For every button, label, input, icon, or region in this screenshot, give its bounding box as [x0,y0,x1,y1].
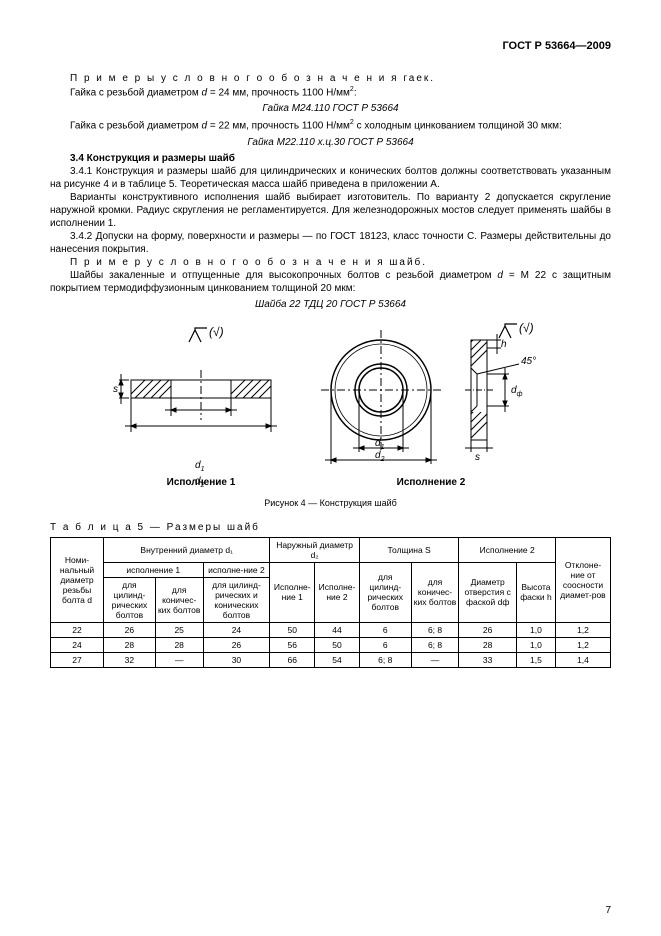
svg-text:dф: dф [511,385,523,398]
example-heading-nuts: П р и м е р ы у с л о в н о г о о б о з … [50,72,611,85]
figure-isp2-svg: (√) d1 [311,320,551,490]
svg-text:h: h [501,339,507,350]
svg-text:d1: d1 [195,460,205,473]
table-row: 2732—3066546; 8—331,51,4 [51,652,611,667]
svg-text:Исполнение 2: Исполнение 2 [396,477,465,488]
table-caption: Т а б л и ц а 5 — Размеры шайб [50,522,611,533]
page-number: 7 [605,905,611,916]
svg-text:s: s [113,384,118,395]
washer-example: Шайбы закаленные и отпущенные для высоко… [50,269,611,295]
figure-isp1-svg: (√) [111,320,291,490]
svg-text:s: s [475,452,480,463]
svg-text:45°: 45° [521,356,536,367]
nut-designation-1: Гайка М24.110 ГОСТ Р 53664 [50,103,611,114]
svg-text:(√): (√) [519,321,534,335]
para-3-4-1b: Варианты конструктивного исполнения шайб… [50,191,611,230]
figure-4: (√) [50,320,611,490]
table-row: 24282826565066; 8281,01,2 [51,637,611,652]
svg-text:(√): (√) [209,325,224,339]
para-3-4-1: 3.4.1 Конструкция и размеры шайб для цил… [50,165,611,191]
nut-designation-2: Гайка М22.110 х.ц.30 ГОСТ Р 53664 [50,137,611,148]
example-heading-washers: П р и м е р у с л о в н о г о о б о з н … [50,256,611,269]
document-header: ГОСТ Р 53664—2009 [50,40,611,52]
nut-example-2: Гайка с резьбой диаметром d = 22 мм, про… [50,118,611,132]
nut-example-1: Гайка с резьбой диаметром d = 24 мм, про… [50,85,611,99]
table-row: 22262524504466; 8261,01,2 [51,622,611,637]
svg-text:d2: d2 [375,450,385,463]
washer-designation: Шайба 22 ТДЦ 20 ГОСТ Р 53664 [50,299,611,310]
figure-caption: Рисунок 4 — Конструкция шайб [50,498,611,508]
svg-text:Исполнение 1: Исполнение 1 [166,477,235,488]
table-5: Номи-нальный диаметр резьбы болта d Внут… [50,537,611,668]
heading-3-4: 3.4 Конструкция и размеры шайб [50,152,611,165]
para-3-4-2: 3.4.2 Допуски на форму, поверхности и ра… [50,230,611,256]
